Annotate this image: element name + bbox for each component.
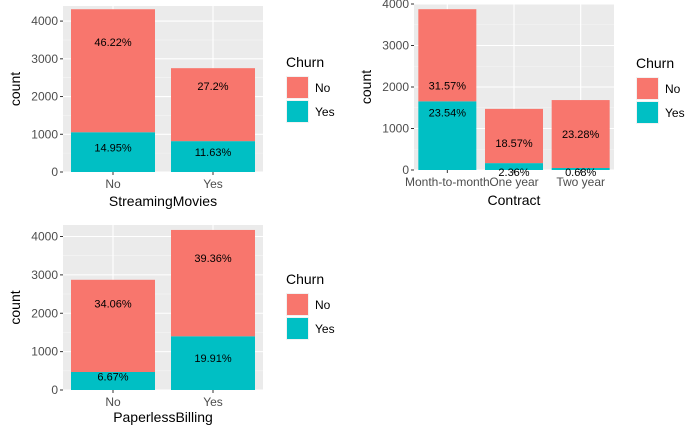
legend-title: Churn (286, 271, 324, 287)
bar-no (71, 9, 155, 133)
y-tick-label: 3000 (382, 39, 409, 53)
bar-label-no: 46.22% (94, 37, 132, 49)
x-axis-title: StreamingMovies (109, 193, 217, 209)
bar-no (418, 9, 477, 102)
legend: Churn No Yes (286, 54, 335, 123)
y-axis-title: count (7, 72, 23, 106)
legend-swatch-yes (637, 102, 658, 123)
y-tick-label: 1000 (382, 122, 409, 136)
legend-title: Churn (636, 55, 674, 71)
bar-no (551, 100, 610, 169)
y-tick-label: 0 (51, 165, 58, 179)
bar-label-yes: 2.36% (498, 167, 529, 179)
y-axis-title: count (358, 70, 374, 104)
bar-label-yes: 11.63% (195, 147, 232, 159)
chart-panel-3: 0 1000 2000 3000 4000 No Yes 34.06% 6.67% 39.36% 1… (7, 225, 335, 425)
x-tick-label: One year (489, 175, 538, 189)
y-tick-label: 3000 (31, 268, 58, 282)
x-tick-label: Month-to-month (405, 175, 490, 189)
legend-swatch-no (287, 294, 308, 315)
chart-panel-1: 0 1000 2000 3000 4000 No Yes 46.22% 14.95% 27.2% 1… (7, 6, 335, 209)
bar-yes (71, 372, 155, 390)
y-tick-label: 4000 (382, 0, 409, 11)
bar-yes (71, 132, 155, 172)
x-tick-label: No (105, 395, 121, 409)
legend-label-no: No (665, 82, 681, 96)
x-tick-label: No (105, 177, 121, 191)
legend-swatch-yes (287, 101, 308, 122)
y-tick-label: 0 (51, 383, 58, 397)
bar-label-yes: 0.68% (565, 167, 596, 179)
bar-label-yes: 19.91% (194, 353, 232, 365)
y-tick-label: 2000 (31, 306, 58, 320)
legend-swatch-no (637, 78, 658, 99)
y-tick-label: 3000 (31, 52, 58, 66)
legend-label-yes: Yes (315, 105, 335, 119)
bar-label-no: 27.2% (197, 81, 228, 93)
bar-label-no: 31.57% (429, 80, 467, 92)
bar-no (485, 108, 543, 164)
x-axis-title: PaperlessBilling (113, 409, 213, 425)
y-tick-label: 2000 (382, 80, 409, 94)
bar-label-no: 18.57% (495, 138, 533, 150)
y-tick-label: 4000 (31, 230, 58, 244)
bar-label-yes: 14.95% (94, 142, 132, 154)
bar-label-no: 39.36% (194, 253, 232, 265)
legend-swatch-no (287, 77, 308, 98)
chart-panel-2: 0 1000 2000 3000 4000 Month-to-month One year T… (358, 0, 685, 208)
bar-label-no: 23.28% (562, 129, 600, 141)
legend-title: Churn (286, 54, 324, 70)
legend-swatch-yes (287, 318, 308, 339)
y-tick-label: 1000 (31, 345, 58, 359)
x-axis-title: Contract (488, 192, 541, 208)
legend: Churn No Yes (286, 271, 335, 340)
bar-no (171, 68, 255, 142)
bar-label-no: 34.06% (94, 298, 132, 310)
x-tick-label: Yes (203, 395, 223, 409)
bar-label-yes: 23.54% (429, 107, 467, 119)
legend: Churn No Yes (636, 55, 685, 124)
y-tick-label: 2000 (31, 90, 58, 104)
bar-yes (551, 168, 610, 170)
y-tick-label: 4000 (31, 14, 58, 28)
bar-yes (485, 163, 543, 170)
y-tick-label: 1000 (31, 127, 58, 141)
bar-no (71, 279, 155, 373)
x-tick-label: Two year (556, 175, 605, 189)
bar-no (171, 229, 255, 337)
bar-label-yes: 6.67% (97, 372, 128, 384)
legend-label-yes: Yes (315, 322, 335, 336)
legend-label-no: No (315, 81, 331, 95)
bar-yes (171, 336, 255, 390)
legend-label-yes: Yes (665, 106, 685, 120)
x-tick-label: Yes (203, 177, 223, 191)
bar-yes (418, 101, 477, 170)
legend-label-no: No (315, 298, 331, 312)
bar-yes (171, 141, 255, 172)
y-axis-title: count (7, 290, 23, 324)
y-tick-label: 0 (402, 163, 409, 177)
